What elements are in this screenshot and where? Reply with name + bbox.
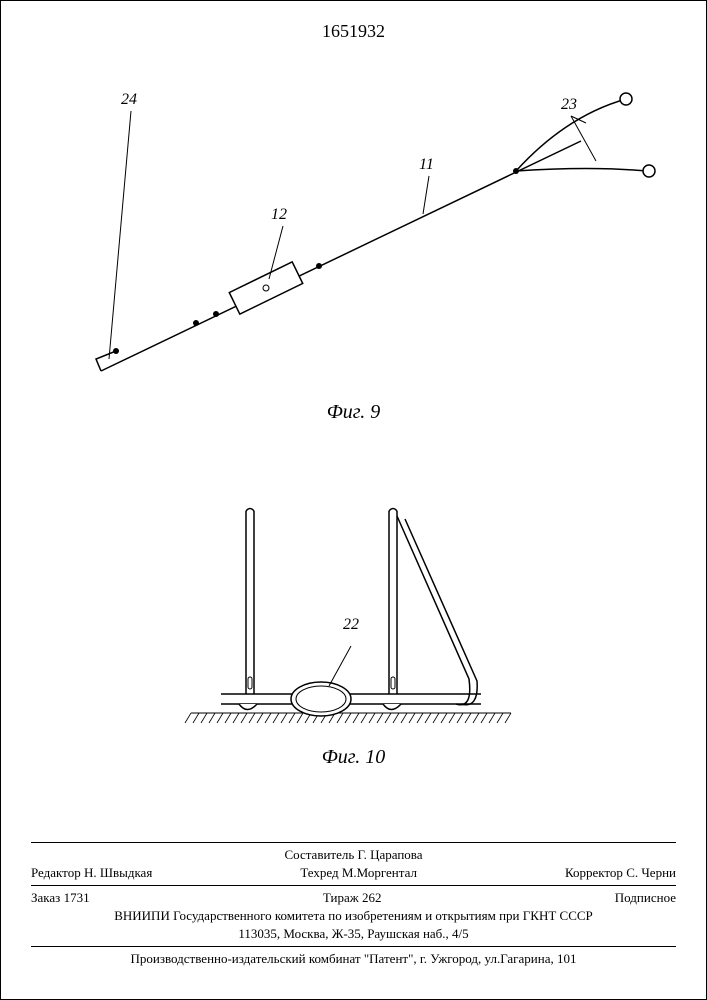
ref-label-r22: 22 (343, 616, 359, 634)
order-label: Заказ (31, 890, 60, 905)
editor-label: Редактор (31, 865, 81, 880)
ref-label-r23: 23 (561, 96, 577, 114)
techred-label: Техред (300, 865, 338, 880)
publisher-address-1: 113035, Москва, Ж-35, Раушская наб., 4/5 (31, 926, 676, 942)
patent-number: 1651932 (1, 21, 706, 42)
techred-name: М.Моргентал (342, 865, 417, 880)
compiler-name: Г. Царапова (358, 847, 423, 862)
tirazh-label: Тираж (323, 890, 359, 905)
ref-label-r12: 12 (271, 206, 287, 224)
publisher-address-2: Производственно-издательский комбинат "П… (31, 951, 676, 967)
figure-9-caption: Фиг. 9 (1, 401, 706, 424)
compiler-label: Составитель (284, 847, 354, 862)
publisher-org: ВНИИПИ Государственного комитета по изоб… (31, 908, 676, 924)
figure-10-drawing (151, 471, 551, 751)
page: 1651932 24 12 11 23 Фиг. 9 22 Фиг. 10 Соста… (0, 0, 707, 1000)
subscription-label: Подписное (615, 890, 676, 906)
ref-label-r24: 24 (121, 91, 137, 109)
ref-label-r11: 11 (419, 156, 434, 174)
figure-10-caption: Фиг. 10 (1, 746, 706, 769)
corrector-label: Корректор (565, 865, 623, 880)
editor-name: Н. Швыдкая (84, 865, 152, 880)
tirazh-number: 262 (362, 890, 382, 905)
corrector-name: С. Черни (626, 865, 676, 880)
publication-footer: Составитель Г. Царапова Редактор Н. Швыд… (31, 838, 676, 969)
order-number: 1731 (64, 890, 90, 905)
